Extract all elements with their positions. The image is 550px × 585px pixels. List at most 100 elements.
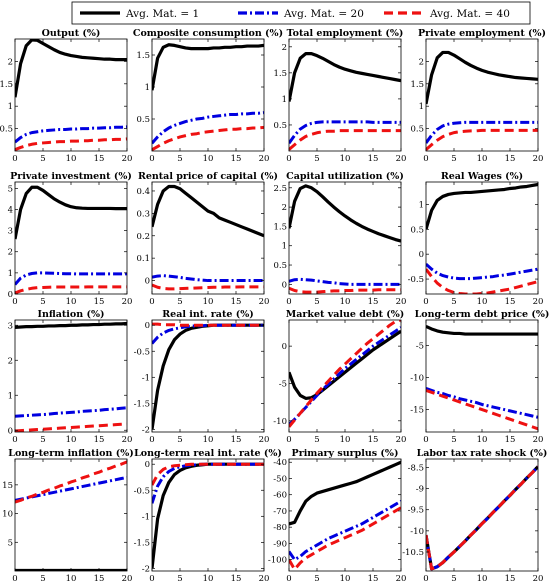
x-tick-label: 20 xyxy=(259,297,270,307)
x-tick-label: 0 xyxy=(149,574,154,584)
x-tick-label: 15 xyxy=(368,574,379,584)
x-tick-label: 5 xyxy=(177,435,182,445)
y-tick-label: -9.5 xyxy=(408,506,424,516)
y-tick-label: 0 xyxy=(145,460,150,470)
y-tick-label: 1 xyxy=(419,200,424,210)
y-tick-label: 0 xyxy=(145,321,150,331)
y-tick-label: -1.5 xyxy=(134,399,150,409)
panel-title: Capital utilization (%) xyxy=(286,171,404,182)
y-tick-label: -0.5 xyxy=(134,347,150,357)
y-tick-label: 0 xyxy=(282,280,287,290)
x-tick-label: 10 xyxy=(203,154,214,164)
series-line-1 xyxy=(426,387,538,419)
axes-box xyxy=(288,181,402,295)
x-tick-label: 0 xyxy=(286,574,291,584)
axes-box xyxy=(14,181,128,295)
panel-title: Labor tax rate shock (%) xyxy=(417,448,548,459)
x-tick-label: 0 xyxy=(423,154,428,164)
series-line-1 xyxy=(289,499,401,562)
series-line-2 xyxy=(289,320,401,428)
y-tick-label: 0.3 xyxy=(136,209,150,219)
x-tick-label: 5 xyxy=(314,154,319,164)
x-tick-label: 20 xyxy=(396,435,407,445)
panel-12: Long-term inflation (%) 0 5 10 15 20 5 10 15 xyxy=(2,448,134,584)
series-line-1 xyxy=(15,406,127,418)
y-tick-label: -70 xyxy=(273,507,287,517)
panel-title: Real int. rate (%) xyxy=(162,309,253,320)
x-tick-label: 15 xyxy=(368,435,379,445)
series-group xyxy=(289,51,401,151)
x-tick-label: 5 xyxy=(451,154,456,164)
panel-title: Output (%) xyxy=(42,28,101,39)
x-tick-label: 10 xyxy=(477,154,488,164)
x-tick-label: 20 xyxy=(122,574,133,584)
y-tick-label: 1.5 xyxy=(136,51,150,61)
series-line-0 xyxy=(15,39,127,98)
y-tick-label: 3 xyxy=(8,227,13,237)
x-tick-label: 20 xyxy=(122,154,133,164)
x-tick-label: 10 xyxy=(203,574,214,584)
panel-8: Inflation (%) 0 5 10 15 20 0 1 2 3 xyxy=(8,309,133,445)
panel-title: Total employment (%) xyxy=(287,28,404,39)
x-tick-label: 15 xyxy=(505,297,516,307)
series-line-0 xyxy=(289,51,401,102)
x-tick-label: 15 xyxy=(94,154,105,164)
panel-title: Primary surplus (%) xyxy=(292,448,399,459)
y-tick-label: -60 xyxy=(273,491,287,501)
series-group xyxy=(426,182,538,294)
panel-title: Long-term real int. rate (%) xyxy=(134,448,282,459)
panel-9: Real int. rate (%) 0 5 10 15 20 -2 -1.5 -1 -0.5 0 xyxy=(134,309,270,445)
x-tick-label: 10 xyxy=(66,154,77,164)
y-tick-label: -100 xyxy=(268,556,287,566)
panel-13: Long-term real int. rate (%)0 5 10 15 20-2-1… xyxy=(134,448,282,584)
series-line-2 xyxy=(289,506,401,571)
axes-box xyxy=(425,181,539,295)
y-tick-label: 1 xyxy=(8,102,13,112)
axes-box xyxy=(288,319,402,433)
x-tick-label: 15 xyxy=(505,435,516,445)
series-group xyxy=(426,324,538,431)
axes-box xyxy=(151,458,265,572)
series-line-0 xyxy=(289,460,401,526)
series-line-1 xyxy=(15,125,127,144)
x-tick-label: 10 xyxy=(203,297,214,307)
series-line-2 xyxy=(15,137,127,151)
legend-box xyxy=(71,1,531,25)
x-tick-label: 0 xyxy=(423,435,428,445)
y-tick-label: 0.5 xyxy=(0,125,13,135)
series-line-2 xyxy=(152,125,264,151)
x-tick-label: 20 xyxy=(259,154,270,164)
y-tick-label: 0 xyxy=(8,290,13,300)
x-tick-label: 20 xyxy=(533,435,544,445)
x-tick-label: 0 xyxy=(12,297,17,307)
y-tick-label: -50 xyxy=(273,474,287,484)
y-tick-label: 1.5 xyxy=(273,222,287,232)
y-tick-label: 0.1 xyxy=(136,254,150,264)
y-tick-label: -1.5 xyxy=(134,538,150,548)
x-tick-label: 10 xyxy=(340,297,351,307)
x-tick-label: 0 xyxy=(12,574,17,584)
panel-title: Composite consumption (%) xyxy=(133,28,283,39)
y-tick-label: -8.5 xyxy=(408,463,424,473)
y-tick-label: -0.5 xyxy=(134,486,150,496)
y-tick-label: 0.5 xyxy=(273,121,287,131)
panel-1: Composite consumption (%) 0 5 10 15 20 0.5 1 1.5 xyxy=(133,28,283,164)
x-tick-label: 15 xyxy=(94,297,105,307)
panel-title: Market value debt (%) xyxy=(286,309,405,320)
y-tick-label: 2 xyxy=(8,356,13,366)
x-tick-label: 5 xyxy=(451,574,456,584)
y-tick-label: -0.5 xyxy=(408,275,424,285)
x-tick-label: 15 xyxy=(94,574,105,584)
axes-box xyxy=(425,38,539,152)
x-tick-label: 10 xyxy=(66,297,77,307)
series-line-0 xyxy=(289,329,401,400)
series-line-1 xyxy=(426,120,538,144)
x-tick-label: 0 xyxy=(286,297,291,307)
y-tick-label: 1 xyxy=(8,269,13,279)
legend-label-mat-20: Avg. Mat. = 20 xyxy=(283,8,364,20)
y-tick-label: 0.5 xyxy=(410,125,424,135)
panel-14: Primary surplus (%) 0 5 10 15 20 -100 -90 -80 -70… xyxy=(268,448,407,584)
y-tick-label: 1 xyxy=(282,242,287,252)
y-tick-label: 2.5 xyxy=(273,184,287,194)
